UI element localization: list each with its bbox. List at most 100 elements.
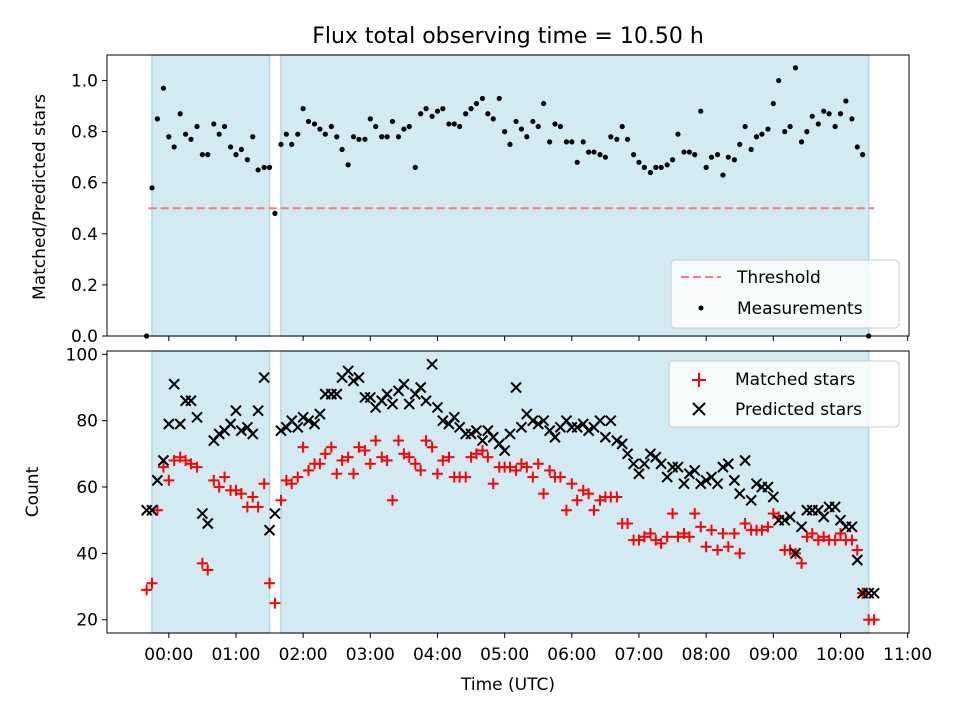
measurement-point	[636, 159, 642, 165]
measurement-point	[619, 123, 625, 130]
predicted-star-point	[767, 491, 780, 503]
matched-star-point	[336, 454, 348, 466]
matched-star-point	[683, 531, 695, 543]
matched-star-point	[706, 524, 718, 536]
predicted-star-point	[403, 398, 415, 410]
matched-star-point	[460, 471, 472, 483]
predicted-star-point	[700, 474, 712, 487]
x-tick-label: 06:00	[547, 645, 596, 665]
measurement-point	[149, 185, 155, 191]
measurement-point	[669, 157, 676, 163]
measurement-point	[345, 162, 351, 168]
measurement-point	[725, 154, 731, 160]
measurement-point	[860, 152, 866, 158]
y-tick-label: 0.8	[71, 123, 98, 143]
matched-star-point	[622, 518, 634, 530]
measurement-point	[507, 141, 513, 148]
matched-star-point	[420, 435, 432, 447]
predicted-star-point	[235, 424, 248, 437]
measurement-point	[524, 134, 530, 140]
matched-star-point	[667, 508, 679, 520]
matched-star-point	[868, 614, 880, 626]
measurement-point	[681, 149, 687, 155]
count-legend: Matched stars Predicted stars	[668, 360, 900, 428]
measurement-point	[250, 134, 256, 140]
measurement-point	[468, 106, 474, 112]
count-panel: 20 40 60 80 100 00:00 01:00 02:00 03:00 04:00 05:…	[23, 345, 932, 695]
y-tick-label: 60	[76, 478, 98, 498]
predicted-star-point	[678, 477, 690, 490]
predicted-star-point	[331, 388, 343, 400]
measurement-point	[244, 157, 250, 163]
measurement-point	[602, 154, 608, 160]
predicted-star-point	[661, 471, 673, 483]
measurement-point	[513, 118, 519, 125]
chart-title: Flux total observing time = 10.50 h	[312, 24, 704, 49]
count-y-axis: 20 40 60 80 100	[66, 345, 107, 631]
measurement-point	[804, 129, 810, 135]
matched-star-point	[146, 577, 158, 589]
count-points	[140, 358, 880, 626]
measurement-point	[641, 164, 647, 170]
y-tick-label: 40	[76, 544, 98, 564]
matched-star-point	[325, 441, 337, 453]
predicted-star-point	[163, 418, 175, 430]
measurement-point	[479, 95, 486, 102]
predicted-star-point	[269, 507, 281, 520]
matched-star-point	[191, 461, 203, 473]
measurement-point	[692, 152, 698, 158]
measurement-point	[535, 123, 541, 130]
predicted-star-point	[414, 381, 427, 394]
measurement-point	[720, 172, 726, 178]
matched-star-point	[331, 468, 343, 480]
matched-star-point	[269, 597, 281, 609]
measurement-point	[300, 106, 306, 112]
matched-star-point	[611, 491, 623, 503]
ratio-y-axis: 0.0 0.2 0.4 0.6 0.8 1.0	[71, 72, 107, 347]
measurement-point	[305, 118, 312, 125]
predicted-star-point	[426, 358, 438, 370]
predicted-star-point	[431, 401, 444, 414]
x-tick-label: 08:00	[682, 645, 731, 665]
matched-star-point	[846, 534, 858, 546]
measurement-point	[714, 152, 721, 158]
measurement-point	[423, 106, 429, 112]
predicted-star-point	[728, 474, 741, 487]
predicted-star-point	[627, 458, 640, 470]
measurement-point	[339, 146, 345, 153]
y-tick-label: 20	[76, 611, 98, 631]
measurement-point	[194, 123, 200, 130]
matched-star-point	[157, 461, 169, 473]
ratio-panel: Flux total observing time = 10.50 h 0.00…	[30, 24, 910, 347]
measurement-point	[821, 108, 827, 114]
matched-star-point	[342, 451, 354, 463]
predicted-star-point	[224, 418, 237, 430]
measurement-point	[658, 164, 664, 170]
matched-star-point	[202, 564, 214, 576]
measurement-point	[434, 108, 441, 114]
matched-star-point	[544, 464, 556, 476]
measurements-points	[144, 65, 872, 339]
predicted-star-point	[717, 461, 729, 473]
matched-star-point	[661, 531, 673, 543]
measurement-point	[457, 123, 463, 130]
matched-star-point	[381, 454, 393, 466]
measurement-point	[586, 149, 592, 155]
matched-star-point	[264, 577, 276, 589]
matched-star-point	[219, 471, 231, 483]
matched-star-point	[588, 504, 600, 516]
predicted-star-point	[846, 521, 858, 533]
measurement-point	[266, 164, 273, 170]
matched-star-point	[739, 518, 751, 530]
matched-star-point	[235, 488, 247, 500]
measurement-point	[496, 95, 502, 102]
measurement-point	[742, 123, 748, 130]
measurement-point	[401, 126, 407, 132]
predicted-star-point	[292, 421, 304, 434]
matched-star-point	[247, 491, 259, 503]
matched-star-point	[241, 501, 253, 513]
ratio-axes-frame	[106, 54, 910, 337]
predicted-star-point	[611, 434, 623, 447]
predicted-star-point	[789, 547, 802, 560]
x-tick-label: 09:00	[749, 645, 798, 665]
